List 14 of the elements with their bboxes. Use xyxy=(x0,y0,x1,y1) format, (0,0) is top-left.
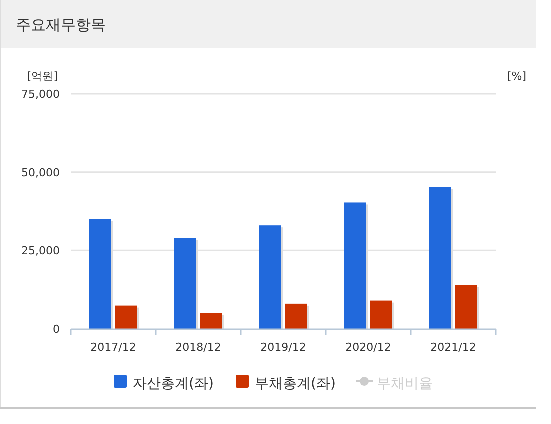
x-tick-label: 2021/12 xyxy=(430,341,476,354)
y-tick-label: 75,000 xyxy=(22,88,60,101)
legend-label: 부채총계(좌) xyxy=(255,376,336,392)
y-tick-label: 50,000 xyxy=(22,166,60,180)
y-axis-title: [억원] xyxy=(27,70,58,83)
y-tick-label: 0 xyxy=(53,323,60,336)
y2-axis-title: [%] xyxy=(507,70,527,83)
y-tick-label: 25,000 xyxy=(22,244,60,258)
legend-label: 자산총계(좌) xyxy=(133,376,214,392)
chart-title: 주요재무항목 xyxy=(16,16,106,34)
x-tick-label: 2018/12 xyxy=(176,341,222,354)
x-tick-label: 2017/12 xyxy=(90,341,136,354)
x-tick-label: 2020/12 xyxy=(346,341,392,354)
x-tick-label: 2019/12 xyxy=(260,341,306,354)
